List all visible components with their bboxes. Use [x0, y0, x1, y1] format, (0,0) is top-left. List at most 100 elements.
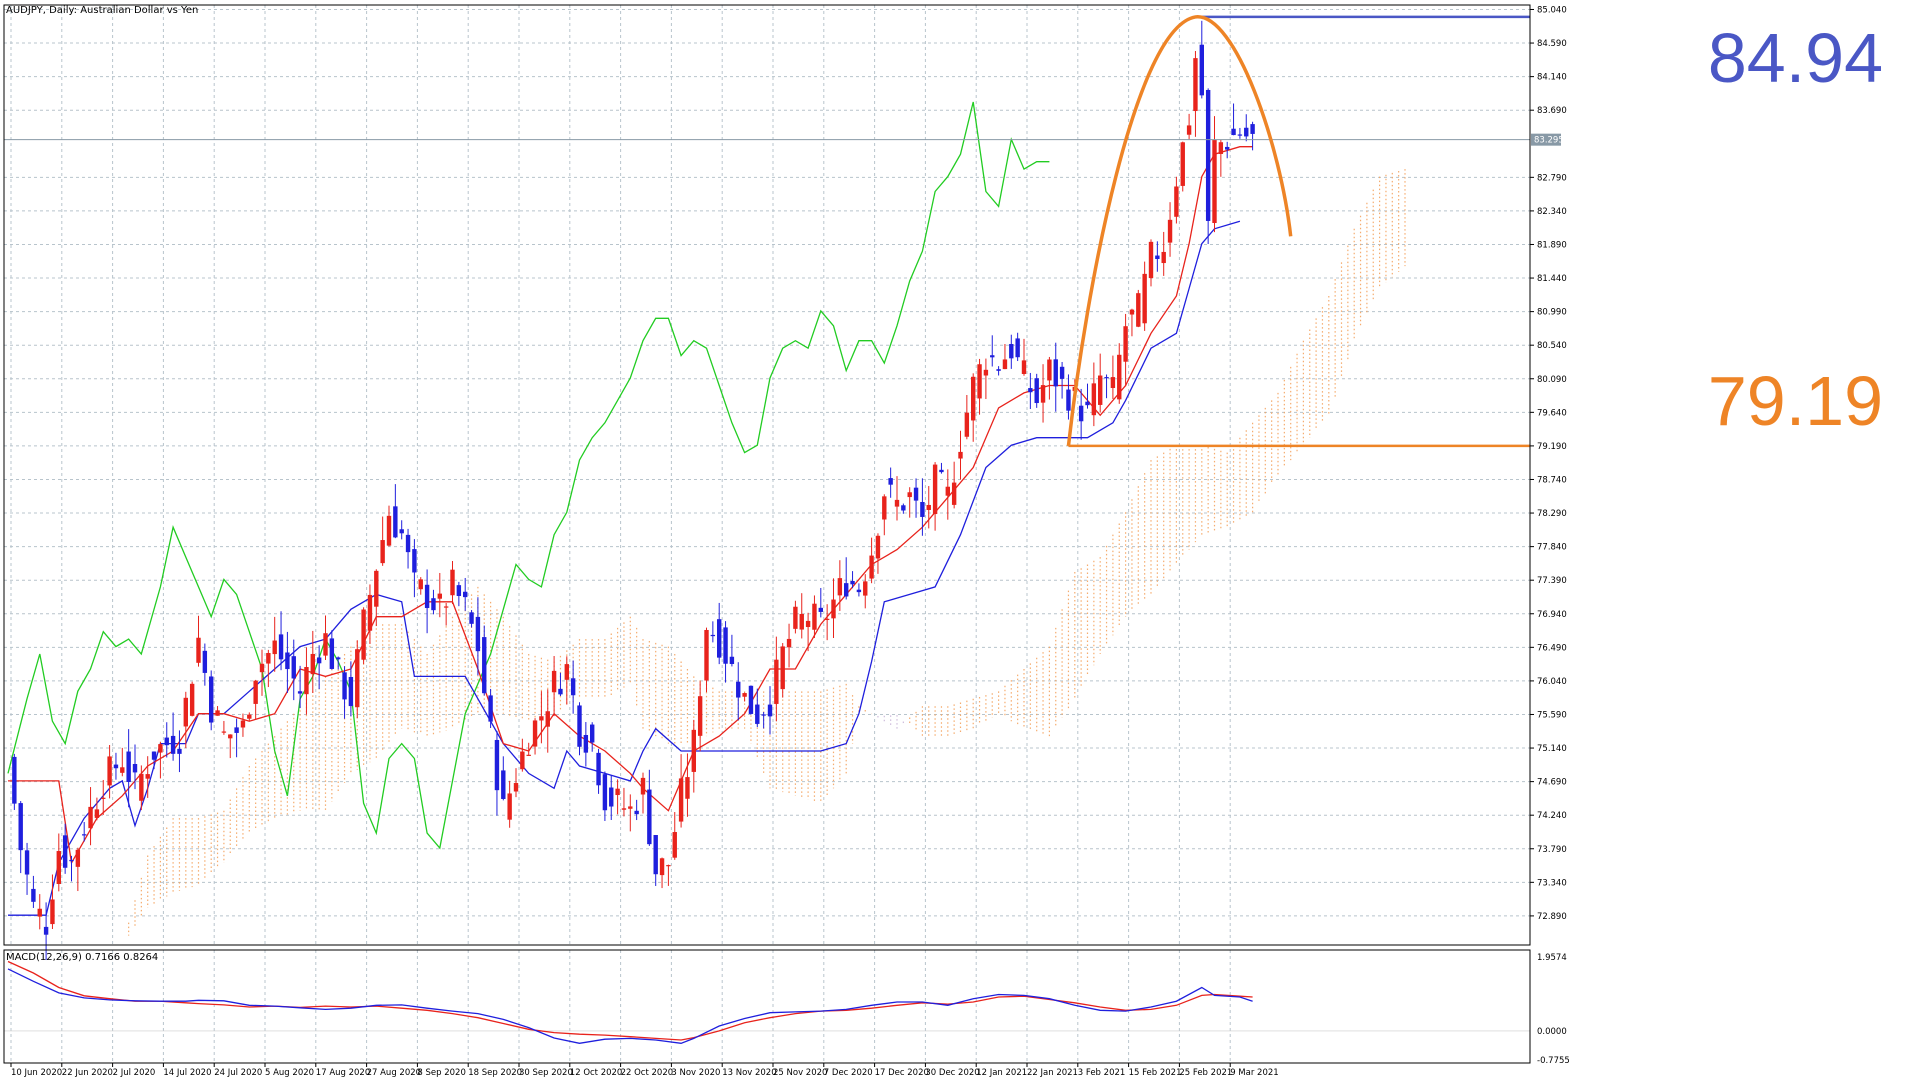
- candle-body: [164, 737, 169, 746]
- time-tick-label: 24 Jul 2020: [214, 1068, 262, 1078]
- candle-body: [1193, 58, 1198, 112]
- candle-body: [926, 504, 931, 510]
- price-tick-label: 77.840: [1537, 543, 1567, 553]
- candle-body: [1218, 142, 1224, 154]
- price-tick-label: 81.890: [1537, 240, 1567, 250]
- candle-body: [831, 599, 836, 619]
- candle-body: [1231, 128, 1236, 136]
- candle-body: [691, 729, 696, 772]
- candle-body: [37, 908, 42, 917]
- candle-body: [1174, 186, 1179, 217]
- price-panel-frame: [3, 4, 1531, 946]
- candle-body: [761, 714, 766, 716]
- candle-body: [697, 696, 703, 736]
- candle-body: [316, 657, 322, 664]
- candle-body: [107, 756, 112, 786]
- candle-body: [704, 629, 709, 681]
- candle-body: [653, 835, 658, 875]
- candle-body: [285, 652, 290, 670]
- candle-body: [971, 376, 976, 421]
- candle-body: [1167, 219, 1173, 243]
- time-tick-label: 18 Sep 2020: [468, 1068, 522, 1078]
- candle-body: [1142, 273, 1147, 324]
- candle-body: [323, 633, 328, 656]
- candle-body: [1015, 338, 1020, 358]
- grid: [4, 5, 1530, 1063]
- candle-body: [659, 858, 665, 876]
- candle-body: [443, 606, 449, 608]
- candle-body: [234, 727, 239, 733]
- annotations: 83.295: [4, 15, 1564, 448]
- current-price-label: 83.295: [1534, 136, 1564, 146]
- candle-body: [82, 834, 87, 836]
- candle-body: [577, 705, 582, 747]
- candle-body: [151, 751, 157, 760]
- candle-body: [837, 578, 843, 596]
- candle-body: [932, 464, 938, 515]
- price-tick-label: 83.690: [1537, 106, 1567, 116]
- candle-body: [913, 487, 919, 501]
- candle-body: [1078, 405, 1084, 422]
- candle-body: [748, 685, 754, 714]
- candle-body: [291, 656, 296, 679]
- candle-body: [386, 515, 392, 546]
- candle-body: [551, 670, 557, 693]
- candle-body: [1034, 378, 1039, 404]
- price-tick-label: 84.140: [1537, 73, 1567, 83]
- candle-body: [1098, 375, 1103, 405]
- candle-body: [939, 469, 944, 473]
- candle-body: [189, 683, 195, 716]
- chikou-span-line: [7, 101, 1050, 850]
- time-tick-label: 8 Sep 2020: [417, 1068, 465, 1078]
- candle-body: [494, 739, 500, 791]
- candle-body: [380, 540, 385, 564]
- current-price-tag: [1531, 133, 1561, 146]
- candle-body: [609, 787, 614, 807]
- candle-body: [469, 612, 474, 624]
- candle-body: [526, 754, 531, 756]
- candle-body: [431, 598, 436, 611]
- candle-body: [666, 865, 671, 867]
- time-tick-label: 3 Nov 2020: [671, 1068, 720, 1078]
- candle-body: [615, 788, 620, 796]
- candle-body: [336, 657, 341, 660]
- candle-body: [183, 697, 188, 727]
- candle-body: [1059, 366, 1065, 379]
- candle-body: [88, 806, 93, 829]
- candle-body: [1250, 124, 1255, 134]
- candle-body: [786, 638, 792, 648]
- candle-body: [463, 591, 468, 598]
- candle-body: [43, 926, 49, 935]
- candle-body: [717, 619, 722, 658]
- candle-body: [1047, 359, 1052, 381]
- time-tick-label: 27 Aug 2020: [367, 1068, 421, 1078]
- price-tick-label: 85.040: [1537, 5, 1567, 15]
- candle-body: [570, 678, 576, 696]
- time-tick-label: 30 Dec 2020: [925, 1068, 979, 1078]
- candle-body: [1117, 354, 1122, 400]
- candle-body: [678, 778, 684, 822]
- macd-panel-frame: [3, 949, 1531, 1064]
- candle-body: [964, 412, 970, 437]
- candle-body: [240, 720, 246, 728]
- candle-body: [424, 584, 430, 609]
- candle-body: [1237, 134, 1243, 136]
- price-tick-label: 82.340: [1537, 207, 1567, 217]
- candle-body: [602, 774, 608, 811]
- candle-body: [564, 664, 569, 680]
- candle-body: [685, 777, 690, 799]
- candle-body: [729, 656, 735, 664]
- price-tick-label: 80.540: [1537, 341, 1567, 351]
- candle-body: [723, 627, 728, 664]
- candle-body: [367, 594, 373, 631]
- candle-body: [793, 606, 798, 629]
- candle-body: [1180, 142, 1185, 186]
- time-tick-label: 12 Jan 2021: [976, 1068, 1027, 1078]
- candle-body: [882, 496, 887, 520]
- axes: 85.040 84.590 84.140 83.690 82.790 82.340 81.8…: [3, 4, 1570, 1078]
- candle-body: [253, 680, 258, 704]
- time-tick-label: 25 Feb 2021: [1179, 1068, 1232, 1078]
- candle-body: [69, 859, 74, 862]
